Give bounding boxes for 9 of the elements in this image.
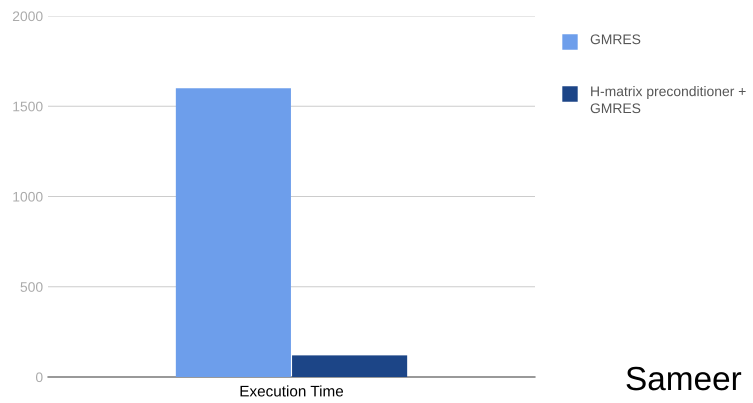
x-tick-label: Execution Time [240, 385, 344, 397]
legend-label: H-matrix preconditioner + GMRES [590, 86, 746, 114]
y-tick-label: 1000 [13, 192, 43, 202]
y-tick-label: 2000 [12, 11, 43, 22]
y-tick-label: 0 [36, 372, 43, 382]
y-tick-label: 500 [20, 282, 43, 292]
text: Sameer [626, 366, 742, 390]
legend-label: GMRES [590, 34, 640, 44]
y-tick-label: 1500 [13, 102, 43, 112]
